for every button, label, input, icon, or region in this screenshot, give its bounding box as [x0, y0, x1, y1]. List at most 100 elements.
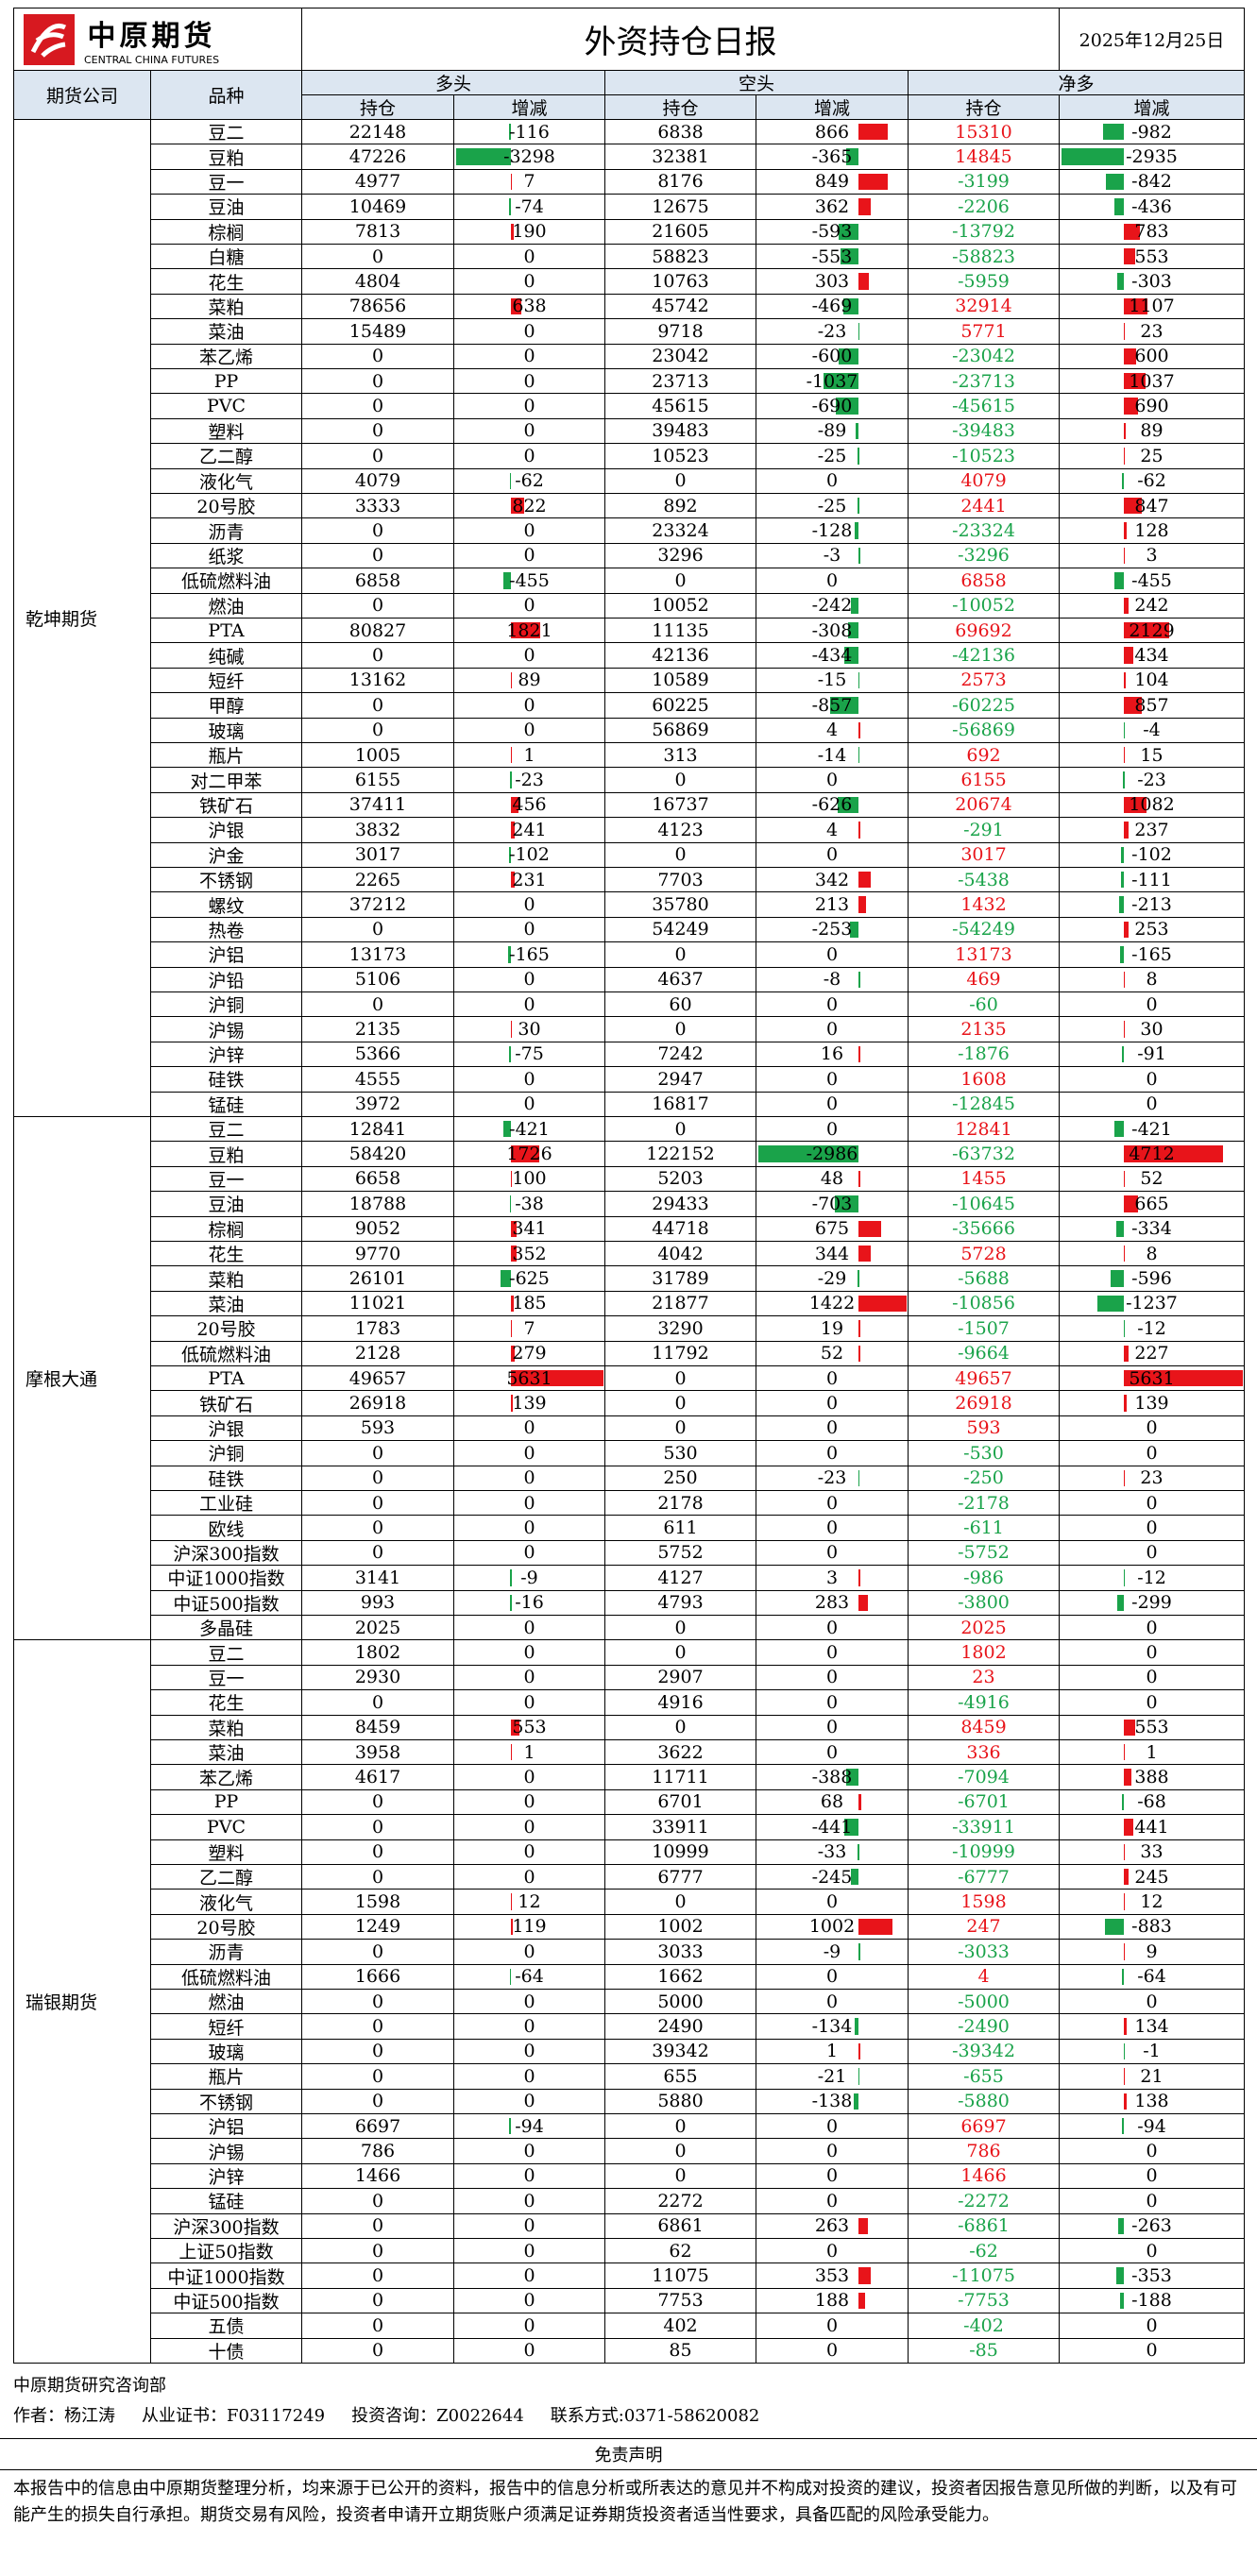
position-text: 14845	[955, 146, 1012, 168]
position-text: 0	[371, 2265, 384, 2287]
change: -138	[756, 2089, 909, 2114]
change-bar	[510, 1744, 513, 1761]
change-text: 3	[825, 1567, 839, 1588]
position-text: 32914	[955, 296, 1012, 317]
change-bar	[858, 971, 860, 988]
change: 104	[1060, 668, 1245, 694]
change: -593	[756, 219, 909, 245]
change-bar	[509, 1195, 512, 1212]
change-bar	[507, 946, 511, 963]
position-text: 250	[663, 1467, 698, 1489]
change-text: 100	[512, 1168, 547, 1190]
change-bar	[840, 248, 859, 265]
change-text: 0	[523, 1940, 535, 1962]
position: 8459	[302, 1715, 454, 1740]
change: 0	[1060, 1616, 1245, 1641]
change: 4712	[1060, 1142, 1245, 1167]
change: 0	[1060, 1092, 1245, 1117]
position: 4127	[605, 1566, 756, 1591]
position-text: 0	[371, 445, 384, 466]
change: 0	[454, 1092, 605, 1117]
position: -611	[909, 1516, 1060, 1541]
position: 0	[302, 369, 454, 395]
change-text: -690	[811, 396, 853, 417]
change-text: -23	[817, 320, 847, 342]
change-bar	[510, 872, 515, 889]
col-company: 期货公司	[13, 71, 151, 120]
position-text: 1598	[960, 1891, 1007, 1913]
change-bar	[503, 1121, 511, 1138]
position: 2930	[302, 1665, 454, 1691]
position-text: 6858	[960, 569, 1007, 591]
change: 0	[454, 1466, 605, 1491]
position-text: -2206	[958, 195, 1010, 217]
position: 0	[605, 1616, 756, 1641]
variety: 燃油	[151, 593, 302, 619]
change-text: 0	[523, 1667, 535, 1688]
position: 0	[302, 718, 454, 743]
variety: 十债	[151, 2338, 302, 2364]
change-bar	[1062, 148, 1124, 165]
position: 11075	[605, 2263, 756, 2289]
position: -62	[909, 2239, 1060, 2264]
change-bar	[843, 1819, 859, 1836]
position: -5688	[909, 1266, 1060, 1292]
change-text: 242	[1134, 595, 1169, 617]
change: 0	[1060, 2163, 1245, 2190]
change-text: 12	[1140, 1891, 1164, 1913]
variety: 豆二	[151, 120, 302, 145]
variety-text: 螺纹	[208, 895, 245, 917]
position-text: 2265	[354, 869, 401, 890]
change: 822	[454, 494, 605, 519]
change-text: 0	[825, 1019, 839, 1041]
change: -455	[454, 568, 605, 594]
change: -91	[1060, 1042, 1245, 1068]
position: 0	[302, 245, 454, 270]
variety: 20号胶	[151, 494, 302, 519]
variety-text: 沪锌	[208, 2167, 245, 2188]
change-bar	[858, 747, 860, 764]
variety-text: 沪银	[208, 821, 245, 842]
position: -6701	[909, 1789, 1060, 1816]
change-bar	[1123, 547, 1126, 565]
position-text: 5000	[657, 1991, 704, 2012]
change-bar	[846, 148, 859, 165]
position-text: -5438	[958, 869, 1010, 890]
change-text: -68	[1137, 1791, 1166, 1813]
change-bar	[510, 173, 513, 191]
change-bar	[838, 796, 859, 814]
change-text: -94	[515, 2115, 544, 2137]
change-bar	[1123, 498, 1142, 515]
position: 0	[302, 543, 454, 569]
position: 10052	[605, 593, 756, 619]
change-text: -421	[1131, 1118, 1172, 1140]
position-text: -10645	[952, 1193, 1015, 1214]
change: 0	[454, 892, 605, 918]
change-text: 9	[1146, 1940, 1158, 1962]
group-header: 净多	[909, 71, 1245, 95]
position-text: -62	[969, 2240, 998, 2262]
change-bar	[1121, 872, 1124, 889]
change: -690	[756, 394, 909, 419]
change-text: 190	[512, 221, 547, 243]
change: 0	[454, 1616, 605, 1641]
position: 2265	[302, 868, 454, 893]
position-text: 18788	[348, 1193, 407, 1214]
change-text: 0	[1146, 1617, 1158, 1638]
change: -421	[454, 1117, 605, 1143]
position: 0	[302, 2313, 454, 2339]
position: -5000	[909, 1990, 1060, 2015]
change-text: 0	[1146, 1442, 1158, 1464]
change-text: 245	[1134, 1866, 1169, 1888]
change-bar	[858, 1320, 860, 1337]
position-text: 5771	[960, 320, 1007, 342]
change-text: 52	[820, 1343, 844, 1364]
change-bar	[835, 1195, 859, 1212]
change-bar	[858, 822, 860, 839]
position: 85	[605, 2338, 756, 2364]
change: -14	[756, 743, 909, 769]
change: 0	[454, 2163, 605, 2190]
change: 0	[1060, 1516, 1245, 1541]
position: 250	[605, 1466, 756, 1491]
change-bar	[510, 1569, 512, 1586]
